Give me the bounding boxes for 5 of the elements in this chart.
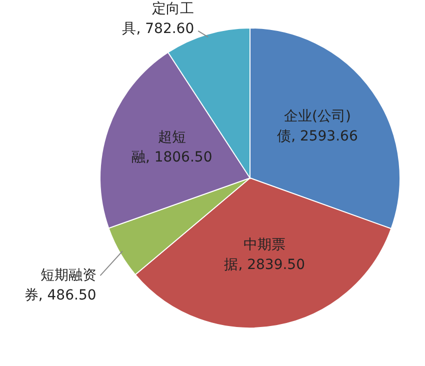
slice-label: 定向工具, 782.60: [122, 0, 194, 37]
slice-label: 企业(公司)债, 2593.66: [277, 108, 358, 145]
slice-label: 中期票据, 2839.50: [224, 237, 305, 274]
slice-label: 短期融资券, 486.50: [24, 268, 96, 304]
slice-label: 超短融, 1806.50: [131, 130, 212, 166]
